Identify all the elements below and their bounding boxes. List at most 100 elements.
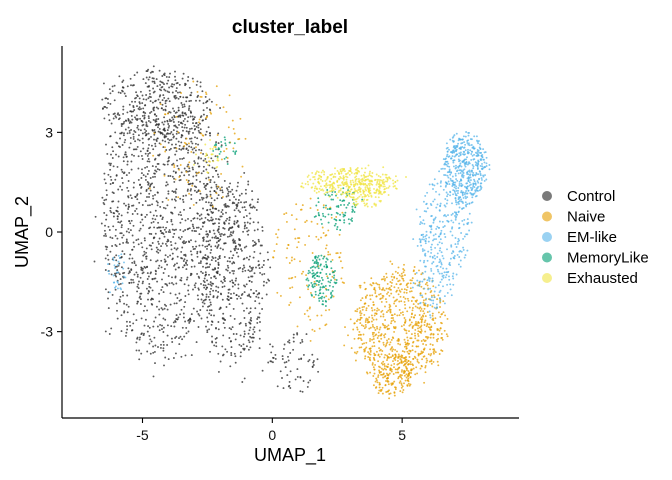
- data-point: [182, 72, 185, 75]
- data-point: [112, 150, 115, 153]
- data-point: [352, 202, 355, 205]
- data-point: [126, 325, 129, 328]
- data-point: [458, 169, 461, 172]
- data-point: [165, 135, 168, 138]
- data-point: [179, 279, 182, 282]
- data-point: [154, 218, 157, 221]
- data-point: [206, 218, 209, 221]
- data-point: [154, 344, 157, 347]
- data-point: [200, 157, 203, 160]
- data-point: [173, 116, 176, 119]
- data-point: [433, 238, 436, 241]
- data-point: [455, 246, 458, 248]
- data-point: [360, 324, 363, 327]
- data-point: [356, 166, 359, 169]
- data-point: [343, 219, 346, 222]
- data-point: [404, 356, 407, 359]
- data-point: [454, 214, 456, 217]
- data-point: [178, 337, 180, 340]
- data-point: [142, 123, 145, 126]
- data-point: [379, 179, 382, 182]
- data-point: [149, 96, 152, 99]
- data-point: [448, 155, 451, 158]
- data-point: [116, 287, 119, 290]
- data-point: [140, 352, 143, 355]
- data-point: [336, 180, 339, 183]
- data-point: [223, 285, 226, 288]
- data-point: [352, 328, 355, 331]
- legend-swatch: [542, 232, 552, 242]
- data-point: [257, 296, 260, 299]
- data-point: [480, 182, 483, 185]
- data-point: [203, 186, 206, 189]
- data-point: [123, 271, 126, 274]
- data-point: [272, 356, 274, 359]
- data-point: [206, 245, 209, 248]
- data-point: [128, 257, 131, 260]
- data-point: [221, 354, 224, 357]
- data-point: [454, 218, 457, 221]
- data-point: [141, 158, 144, 160]
- data-point: [358, 330, 361, 333]
- data-point: [139, 303, 142, 305]
- data-point: [440, 262, 443, 264]
- data-point: [160, 81, 163, 84]
- data-point: [392, 360, 394, 363]
- data-point: [210, 216, 213, 219]
- data-point: [210, 210, 213, 213]
- data-point: [389, 288, 392, 291]
- data-point: [199, 192, 202, 195]
- data-point: [102, 201, 105, 204]
- data-point: [237, 181, 239, 184]
- data-point: [152, 214, 155, 217]
- data-point: [183, 145, 186, 147]
- data-point: [181, 157, 184, 160]
- data-point: [332, 295, 335, 298]
- data-point: [363, 204, 366, 207]
- data-point: [119, 92, 122, 94]
- data-point: [234, 153, 237, 155]
- data-point: [397, 280, 400, 283]
- data-point: [449, 257, 452, 260]
- data-point: [424, 339, 427, 342]
- data-point: [206, 266, 209, 269]
- data-point: [197, 129, 200, 132]
- data-point: [157, 267, 160, 270]
- data-point: [167, 175, 170, 177]
- data-point: [425, 361, 428, 364]
- data-point: [200, 213, 203, 216]
- data-point: [201, 272, 204, 275]
- data-point: [474, 174, 477, 177]
- data-point: [155, 118, 158, 121]
- data-point: [195, 125, 198, 128]
- data-point: [417, 345, 420, 348]
- data-point: [197, 326, 200, 328]
- data-point: [352, 183, 355, 186]
- data-point: [431, 305, 434, 308]
- data-point: [384, 298, 387, 301]
- data-point: [269, 343, 272, 346]
- data-point: [154, 175, 156, 178]
- data-point: [422, 301, 425, 304]
- data-point: [230, 354, 233, 357]
- data-point: [455, 201, 458, 204]
- data-point: [226, 204, 229, 207]
- data-point: [445, 273, 448, 276]
- data-point: [389, 369, 392, 372]
- data-point: [361, 180, 364, 183]
- data-point: [245, 201, 248, 203]
- data-point: [160, 245, 163, 248]
- data-point: [215, 103, 218, 106]
- data-point: [144, 152, 147, 155]
- data-point: [108, 272, 111, 275]
- data-point: [350, 218, 352, 221]
- data-point: [445, 215, 448, 218]
- data-point: [464, 165, 467, 168]
- data-point: [196, 250, 199, 253]
- data-point: [255, 289, 258, 292]
- data-point: [390, 292, 393, 295]
- data-point: [436, 182, 439, 185]
- data-point: [129, 229, 132, 232]
- data-point: [204, 245, 207, 248]
- data-point: [354, 204, 357, 207]
